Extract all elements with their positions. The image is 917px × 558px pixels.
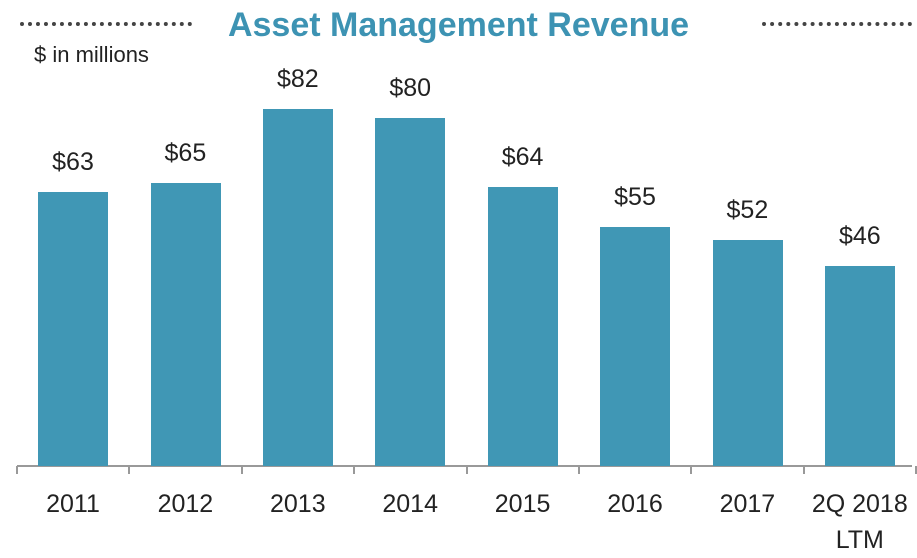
x-tick-label: 2013 xyxy=(269,490,326,518)
bar xyxy=(263,109,333,466)
chart-subtitle: $ in millions xyxy=(34,42,149,67)
bar xyxy=(38,191,109,466)
tick-mark xyxy=(465,466,468,474)
data-label: $82 xyxy=(276,65,319,93)
data-label: $52 xyxy=(726,195,769,224)
data-label: $80 xyxy=(389,73,432,102)
x-tick-label: 2Q 2018 LTM xyxy=(811,490,908,554)
tick-mark xyxy=(578,466,580,474)
x-tick-label: 2016 xyxy=(607,490,663,518)
title-rule xyxy=(20,22,192,26)
x-tick-label: 2012 xyxy=(157,490,214,518)
tick-mark xyxy=(802,466,805,474)
x-tick-label: 2017 xyxy=(719,490,776,518)
bar xyxy=(487,187,558,466)
bar xyxy=(712,239,783,466)
tick-mark xyxy=(128,466,131,474)
bar xyxy=(150,183,221,466)
bar xyxy=(600,226,671,466)
bar xyxy=(375,117,446,466)
data-label: $46 xyxy=(838,221,881,250)
x-tick-label: 2014 xyxy=(382,490,438,518)
chart-title: Asset Management Revenue xyxy=(227,6,690,44)
tick-mark xyxy=(915,466,917,474)
bar xyxy=(825,265,895,466)
x-tick-label: 2015 xyxy=(494,490,551,518)
tick-mark xyxy=(690,466,693,474)
data-label: $65 xyxy=(164,139,207,167)
tick-mark xyxy=(240,466,243,474)
tick-mark xyxy=(16,466,18,474)
x-tick-label: 2011 xyxy=(46,490,100,518)
tick-mark xyxy=(353,466,356,474)
data-label: $64 xyxy=(501,143,544,172)
data-label: $55 xyxy=(614,182,656,211)
data-label: $63 xyxy=(52,147,94,176)
title-rule xyxy=(762,22,912,26)
x-axis xyxy=(17,465,912,467)
